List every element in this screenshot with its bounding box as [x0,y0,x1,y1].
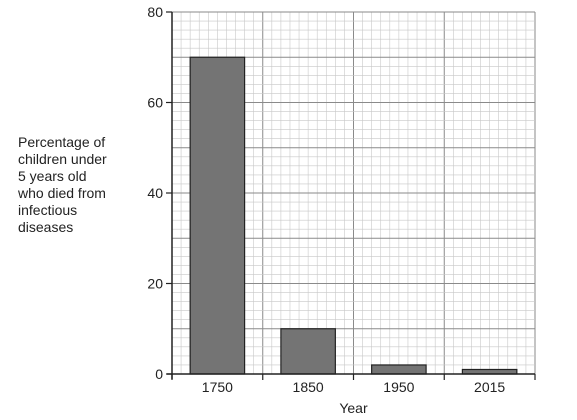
y-axis-label-line: diseases [18,219,74,235]
x-tick-label: 2015 [474,379,505,395]
y-tick-label: 20 [147,276,163,292]
y-axis-label-line: Percentage of [18,134,106,150]
y-axis-label: Percentage of children under 5 years old… [18,134,148,236]
y-axis-label-line: 5 years old [18,168,87,184]
y-tick-label: 0 [155,366,163,382]
x-axis-label: Year [339,400,368,416]
y-tick-label: 80 [147,4,163,20]
bar-1850 [280,328,336,375]
y-tick-label: 60 [147,95,163,111]
x-tick-label: 1750 [202,379,233,395]
bar-1950 [371,364,427,375]
axes [166,11,536,380]
x-tick-label: 1950 [383,379,414,395]
y-axis-label-line: infectious [18,202,78,218]
bars [189,56,518,375]
y-axis-label-line: children under [18,151,107,167]
tick-labels: 0 20 40 60 80 1750 1850 1950 2015 [147,4,505,395]
bar-1750 [189,56,246,375]
y-tick-label: 40 [147,185,163,201]
x-tick-label: 1850 [293,379,324,395]
y-axis-label-line: who died from [18,185,106,201]
